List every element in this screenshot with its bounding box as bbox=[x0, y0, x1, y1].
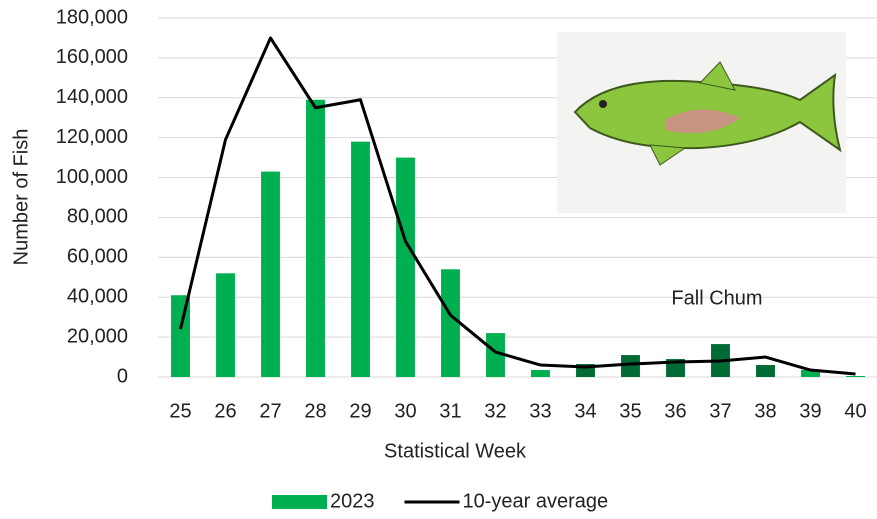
bar bbox=[756, 365, 775, 377]
y-tick-label: 180,000 bbox=[56, 6, 128, 28]
legend-swatch bbox=[272, 495, 327, 509]
x-tick-label: 36 bbox=[664, 400, 686, 422]
y-tick-label: 80,000 bbox=[67, 206, 128, 228]
x-tick-label: 33 bbox=[529, 400, 551, 422]
x-tick-label: 32 bbox=[484, 400, 506, 422]
annotation: Fall Chum bbox=[671, 287, 762, 309]
y-tick-label: 0 bbox=[117, 365, 128, 387]
bar bbox=[801, 370, 820, 377]
y-axis-title: Number of Fish bbox=[10, 129, 32, 266]
x-tick-label: 26 bbox=[214, 400, 236, 422]
bar bbox=[396, 157, 415, 377]
y-tick-label: 60,000 bbox=[67, 246, 128, 268]
x-tick-label: 28 bbox=[304, 400, 326, 422]
y-tick-label: 120,000 bbox=[56, 126, 128, 148]
fish-stripe bbox=[665, 109, 740, 134]
bar bbox=[621, 355, 640, 377]
bar bbox=[441, 269, 460, 377]
bar bbox=[846, 376, 865, 377]
x-tick-label: 29 bbox=[349, 400, 371, 422]
fish-picture bbox=[557, 32, 846, 213]
legend-label: 2023 bbox=[330, 490, 375, 512]
y-tick-label: 160,000 bbox=[56, 46, 128, 68]
bar bbox=[486, 333, 505, 377]
x-tick-label: 38 bbox=[754, 400, 776, 422]
x-tick-label: 35 bbox=[619, 400, 641, 422]
legend-label: 10-year average bbox=[463, 490, 609, 512]
x-tick-label: 34 bbox=[574, 400, 596, 422]
y-tick-label: 20,000 bbox=[67, 325, 128, 347]
line bbox=[179, 36, 856, 376]
bar bbox=[306, 99, 325, 378]
x-tick-label: 31 bbox=[439, 400, 461, 422]
bar bbox=[261, 171, 280, 377]
legend: 2023 10-year average bbox=[272, 490, 608, 512]
fish-fin bbox=[699, 61, 736, 91]
x-tick-label: 39 bbox=[799, 400, 821, 422]
bar bbox=[216, 273, 235, 377]
x-tick-label: 25 bbox=[169, 400, 191, 422]
bar bbox=[531, 370, 550, 377]
x-tick-label: 27 bbox=[259, 400, 281, 422]
y-tick-label: 140,000 bbox=[56, 86, 128, 108]
fish-fin bbox=[649, 144, 687, 166]
x-tick-label: 37 bbox=[709, 400, 731, 422]
bar bbox=[351, 141, 370, 377]
x-tick-label: 30 bbox=[394, 400, 416, 422]
y-tick-label: 40,000 bbox=[67, 286, 128, 308]
x-axis-title: Statistical Week bbox=[384, 440, 527, 462]
x-tick-label: 40 bbox=[844, 400, 866, 422]
y-tick-label: 100,000 bbox=[56, 166, 128, 188]
fish-eye bbox=[599, 100, 607, 108]
